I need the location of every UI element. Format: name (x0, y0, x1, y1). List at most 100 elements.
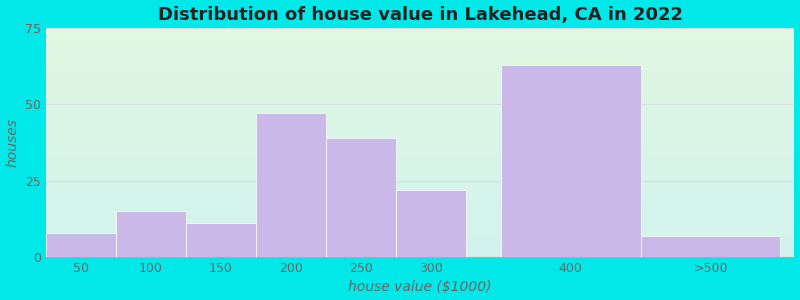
Bar (46, 197, 794, 199)
Bar (46, 67, 794, 68)
Bar (46, 163, 794, 164)
Bar (46, 37, 794, 38)
Bar (46, 212, 794, 214)
Bar (46, 142, 794, 144)
Bar (46, 91, 794, 92)
Bar (46, 187, 794, 188)
Bar (46, 194, 794, 195)
Bar (46, 156, 794, 158)
Bar (116, 211, 186, 257)
Bar (46, 204, 794, 206)
Bar (46, 231, 794, 232)
Bar (46, 223, 794, 224)
Bar (46, 118, 794, 119)
Bar (46, 114, 794, 115)
Bar (46, 108, 794, 109)
Bar (46, 80, 794, 81)
Bar (46, 201, 794, 202)
Bar (46, 230, 794, 231)
Bar (46, 137, 794, 138)
Bar (46, 66, 794, 67)
Bar (46, 97, 794, 98)
Bar (46, 136, 794, 137)
Bar (46, 102, 794, 104)
Bar (46, 161, 794, 162)
Bar (46, 151, 794, 152)
Bar (46, 36, 794, 37)
Bar (46, 100, 794, 101)
Bar (46, 81, 794, 82)
Bar (46, 35, 794, 36)
Bar (46, 101, 794, 102)
Bar (46, 54, 794, 56)
Bar (46, 119, 794, 121)
Bar (46, 206, 794, 207)
Bar (46, 123, 794, 124)
Bar (46, 70, 794, 71)
Bar (46, 60, 794, 61)
Bar (326, 138, 396, 257)
Bar (46, 210, 794, 211)
Bar (46, 116, 794, 117)
Bar (46, 200, 794, 201)
Bar (46, 172, 794, 173)
Bar (46, 128, 794, 129)
Bar (46, 252, 794, 253)
Bar (46, 92, 794, 93)
Y-axis label: houses: houses (6, 118, 19, 167)
Bar (46, 59, 794, 60)
Bar (46, 250, 794, 251)
Bar (46, 173, 794, 175)
Bar (46, 107, 794, 108)
Bar (46, 224, 794, 225)
Bar (46, 147, 794, 148)
Bar (46, 63, 794, 64)
Title: Distribution of house value in Lakehead, CA in 2022: Distribution of house value in Lakehead,… (158, 6, 682, 24)
Bar (46, 189, 794, 190)
Bar (46, 40, 794, 42)
Bar (46, 165, 794, 166)
Bar (46, 192, 794, 193)
Bar (46, 184, 794, 185)
Bar (46, 75, 794, 76)
Bar (46, 226, 794, 227)
Bar (46, 110, 794, 112)
Bar (46, 78, 794, 80)
Bar (46, 76, 794, 77)
Bar (46, 95, 794, 97)
Bar (46, 247, 794, 248)
Bar (46, 30, 794, 31)
Bar (46, 193, 794, 194)
Bar (46, 84, 794, 85)
Bar (46, 71, 794, 73)
Bar (46, 129, 794, 130)
Bar (46, 53, 794, 54)
Bar (46, 94, 794, 95)
Bar (46, 43, 794, 44)
Bar (46, 234, 794, 235)
Bar (46, 218, 794, 219)
Bar (46, 232, 794, 233)
Bar (46, 186, 794, 187)
Bar (46, 216, 794, 217)
Bar (46, 58, 794, 59)
Bar (46, 249, 794, 250)
Bar (46, 140, 794, 141)
Bar (46, 256, 794, 257)
Bar (46, 185, 794, 186)
Bar (46, 45, 794, 46)
Bar (46, 208, 794, 209)
Bar (46, 122, 794, 123)
Bar (46, 139, 794, 140)
Bar (46, 113, 794, 114)
Bar (46, 221, 794, 223)
Bar (46, 115, 794, 116)
Bar (46, 49, 794, 50)
Bar (46, 52, 794, 53)
Bar (46, 255, 794, 256)
Bar (46, 251, 794, 252)
Bar (46, 85, 794, 86)
Bar (46, 42, 794, 43)
Bar (46, 195, 794, 196)
Bar (46, 158, 794, 160)
